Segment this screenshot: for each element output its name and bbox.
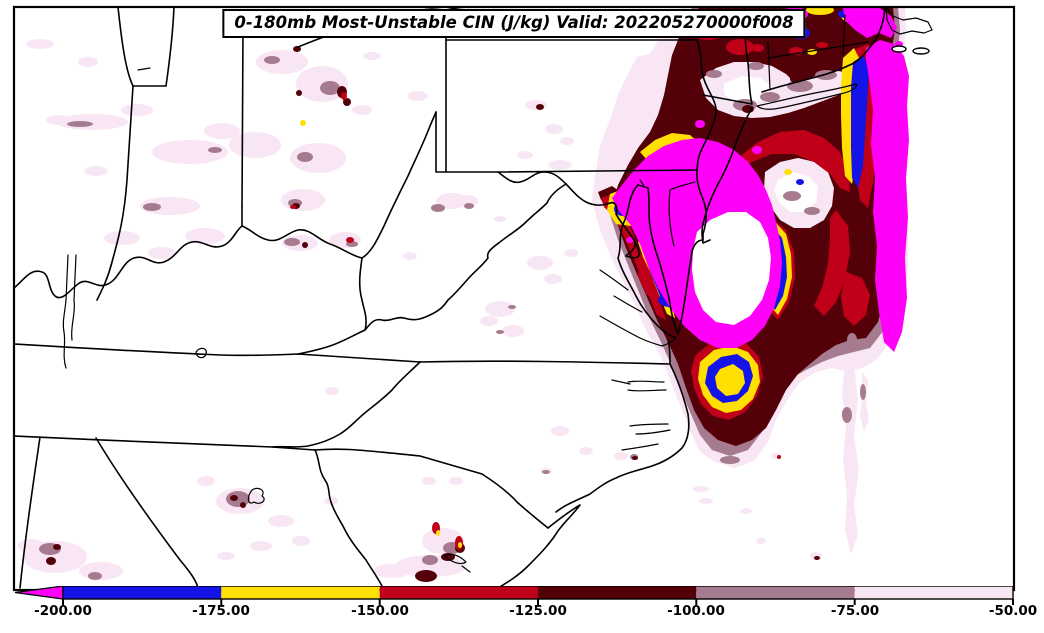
delmarva-atlantic-coast <box>677 239 704 335</box>
nc-sounds <box>611 379 671 451</box>
island-marthas-vineyard <box>891 45 907 53</box>
ky-va-border <box>297 329 366 355</box>
colorbar-segment-pink <box>854 586 1013 599</box>
colorbar-segment-maroon <box>538 586 697 599</box>
chesapeake-west-shore <box>617 184 677 339</box>
map-title: 0-180mb Most-Unstable CIN (J/kg) Valid: … <box>222 9 806 38</box>
new-jersey-coast <box>701 107 753 244</box>
contour-tail-yellow-core <box>715 364 745 396</box>
va-beach-coast <box>667 339 671 364</box>
colorbar-tick-label: -100.00 <box>667 603 725 619</box>
colorbar-segment-yellow <box>221 586 380 599</box>
ohio-river-west <box>15 206 243 299</box>
indiana-illinois-border <box>96 85 134 301</box>
long-island <box>756 83 857 110</box>
va-nc-border <box>419 360 671 365</box>
delaware-river <box>696 39 717 241</box>
new-england-borders <box>767 14 869 91</box>
ga-lake <box>247 487 265 504</box>
colorbar <box>14 585 1014 632</box>
nc-tn-border <box>271 361 421 448</box>
susquehanna-mouth <box>637 179 649 189</box>
colorbar-tick-label: -75.00 <box>830 603 880 619</box>
colorbar-svg <box>14 585 1014 605</box>
ga-sc-border <box>314 449 384 589</box>
colorbar-underflow-arrow <box>14 585 64 600</box>
colorbar-segment-blue <box>63 586 222 599</box>
colorbar-labels: -200.00 -175.00 -150.00 -125.00 -100.00 … <box>14 603 1037 623</box>
colorbar-tick-marks <box>62 599 1014 605</box>
tn-south-border <box>15 435 316 451</box>
geography-lines <box>15 8 933 589</box>
va-wv-border <box>364 183 567 331</box>
nc-sc-border <box>314 448 549 529</box>
colorbar-segment-mauve <box>696 586 855 599</box>
chesapeake-east-shore <box>647 187 679 335</box>
sc-coast <box>497 504 581 589</box>
delaware-state-border <box>668 181 696 247</box>
sc-lakes <box>443 553 471 573</box>
new-england-coast <box>761 8 886 93</box>
cape-cod <box>885 8 933 35</box>
tn-border-river-squiggle <box>195 347 207 359</box>
colorbar-tick-label: -175.00 <box>192 603 250 619</box>
ms-al-border <box>19 436 41 589</box>
colorbar-tick-label: -50.00 <box>988 603 1038 619</box>
colorbar-tick-label: -125.00 <box>509 603 567 619</box>
colorbar-segment-red <box>379 586 538 599</box>
weak-cin-white-center <box>692 212 771 325</box>
potomac-river <box>497 171 640 259</box>
tn-ky-lakes <box>62 254 77 369</box>
map-title-text: 0-180mb Most-Unstable CIN (J/kg) Valid: … <box>234 13 794 32</box>
ny-nj-border <box>702 94 753 105</box>
bigsandy-kentucky-wv <box>358 257 367 331</box>
ohio-river-east <box>241 111 437 259</box>
indiana-ohio-border <box>241 29 244 208</box>
nc-outer-banks <box>555 363 690 513</box>
island-nantucket <box>912 47 930 55</box>
al-ga-border <box>95 437 199 589</box>
ky-tn-border <box>15 343 421 363</box>
colorbar-tick-label: -150.00 <box>351 603 409 619</box>
va-tidal-rivers <box>599 269 677 347</box>
colorbar-tick-label: -200.00 <box>34 603 92 619</box>
